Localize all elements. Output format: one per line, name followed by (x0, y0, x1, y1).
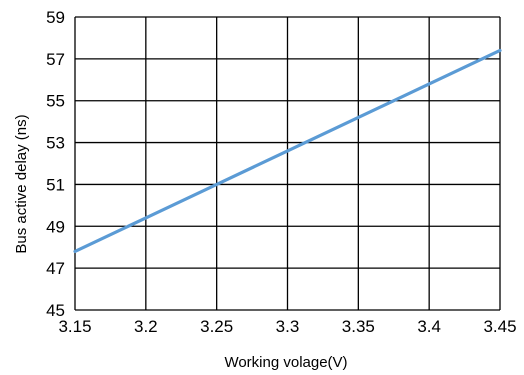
x-tick-label: 3.2 (134, 317, 158, 336)
y-tick-label: 57 (46, 50, 65, 69)
y-axis-title: Bus active delay (ns) (13, 114, 30, 253)
x-tick-label: 3.35 (342, 317, 375, 336)
x-axis-ticks: 3.15 3.2 3.25 3.3 3.35 3.4 3.45 (58, 317, 516, 336)
x-tick-label: 3.15 (58, 317, 91, 336)
grid (74, 16, 501, 311)
y-tick-label: 47 (46, 259, 65, 278)
y-tick-label: 59 (46, 8, 65, 27)
y-tick-label: 49 (46, 217, 65, 236)
y-tick-label: 53 (46, 134, 65, 153)
y-tick-label: 51 (46, 175, 65, 194)
x-tick-label: 3.25 (200, 317, 233, 336)
x-tick-label: 3.4 (417, 317, 441, 336)
x-axis-title: Working volage(V) (224, 354, 347, 371)
x-tick-label: 3.45 (483, 317, 516, 336)
y-tick-label: 55 (46, 92, 65, 111)
y-tick-label: 45 (46, 301, 65, 320)
y-axis-ticks: 45 47 49 51 53 55 57 59 (46, 8, 65, 320)
series-line (73, 48, 502, 253)
x-tick-label: 3.3 (276, 317, 300, 336)
series-layer (73, 48, 502, 253)
